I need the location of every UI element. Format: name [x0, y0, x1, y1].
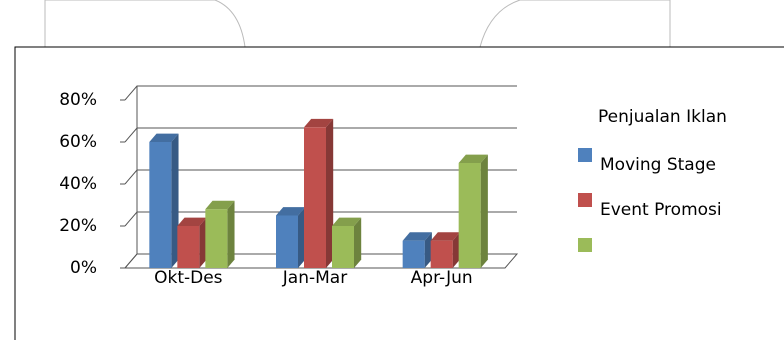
bar-side: [424, 232, 432, 268]
grid-line: [124, 169, 517, 185]
bar-top: [402, 232, 432, 241]
bar: [458, 163, 481, 268]
legend-label: Moving Stage: [600, 155, 716, 175]
bar: [402, 240, 425, 268]
y-tick-label: 40%: [59, 174, 97, 194]
bar-side: [199, 217, 207, 268]
bar-top: [332, 217, 362, 226]
y-tick-label: 80%: [59, 90, 97, 110]
y-tick-label: 20%: [59, 216, 97, 236]
bar-top: [205, 200, 235, 210]
bar: [205, 209, 228, 268]
grid-line: [124, 211, 517, 227]
bar: [276, 215, 298, 268]
bar-side: [171, 133, 179, 268]
bar-top: [430, 232, 460, 241]
bar-top: [458, 154, 488, 163]
y-tick-label: 60%: [59, 132, 97, 152]
legend-swatch: [578, 193, 592, 207]
bar-top: [177, 217, 207, 226]
bar-side: [480, 154, 488, 268]
tab-shape: [479, 0, 671, 48]
grid-line: [124, 127, 517, 143]
legend-swatch: [578, 148, 592, 162]
bar-side: [452, 232, 460, 268]
chart-border: [14, 46, 784, 340]
bar-side: [298, 207, 306, 268]
grid-line: [124, 85, 517, 101]
bar-top: [304, 118, 334, 128]
y-tick-label: 0%: [70, 258, 97, 278]
bar-side: [326, 118, 334, 269]
bar-top: [149, 133, 179, 142]
x-tick-label: Jan-Mar: [282, 268, 347, 288]
bar: [430, 240, 453, 268]
legend-title: Penjualan Iklan: [598, 107, 727, 127]
bar-side: [227, 200, 235, 268]
x-tick-label: Okt-Des: [154, 268, 223, 288]
bar-side: [354, 217, 362, 268]
x-tick-label: Apr-Jun: [411, 268, 473, 288]
bar: [149, 142, 172, 268]
legend-swatch: [578, 238, 592, 252]
bar-top: [276, 207, 306, 216]
bar: [332, 226, 354, 268]
tab-shape: [44, 0, 246, 48]
bar: [177, 226, 200, 268]
bar: [304, 127, 326, 268]
legend-label: Event Promosi: [600, 200, 722, 220]
grid-line: [124, 253, 517, 269]
